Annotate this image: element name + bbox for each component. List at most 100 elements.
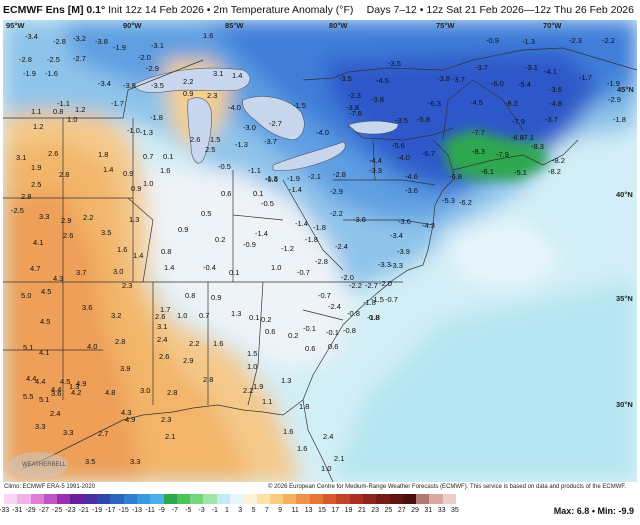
anomaly-value: 0.9 [183,89,194,98]
anomaly-value: -3.8 [123,81,136,90]
anomaly-value: -6.8 [449,172,462,181]
scale-swatch [256,494,271,504]
scale-tick-label: 11 [291,507,299,514]
anomaly-value: 4.4 [26,374,37,383]
anomaly-value: -0.9 [486,36,499,45]
scale-swatch [150,494,165,504]
anomaly-value: 3.1 [157,322,168,331]
anomaly-value: 4.5 [40,317,51,326]
anomaly-value: -3.5 [395,116,408,125]
anomaly-value: -0.8 [343,326,356,335]
anomaly-value: -2.3 [348,91,361,100]
anomaly-value: -0.8 [347,309,360,318]
anomaly-value: 4.4 [35,377,46,386]
anomaly-value: 2.3 [161,415,172,424]
anomaly-value: -1.5 [371,295,384,304]
scale-swatch [57,494,71,504]
anomaly-value: -0.1 [303,324,316,333]
longitude-label: 75°W [436,21,455,30]
model-resolution: 0.1° [86,4,106,16]
anomaly-value: -2.4 [328,302,341,311]
anomaly-value: 4.4 [51,385,62,394]
anomaly-value: 4.1 [33,238,44,247]
anomaly-value: 0.5 [201,209,212,218]
anomaly-value: -3.6 [405,186,418,195]
anomaly-value: -3.9 [397,247,410,256]
anomaly-value: -2.7 [73,54,86,63]
title-left: ECMWF Ens [M] 0.1° Init 12z 14 Feb 2026 … [3,4,354,16]
scale-tick-label: 23 [371,507,380,514]
anomaly-value: 1.5 [247,349,258,358]
anomaly-value: -8.2 [548,167,561,176]
scale-tick-label: -25 [52,507,63,514]
anomaly-value: -3.7 [264,137,277,146]
logo-text: WEATHERBELL [22,462,67,468]
scale-tick-label: 7 [264,507,269,514]
anomaly-value: 1.9 [31,163,42,172]
anomaly-value: -1.8 [150,113,163,122]
anomaly-value: -6.2 [459,198,472,207]
scale-swatch [402,494,417,504]
longitude-label: 90°W [123,21,142,30]
anomaly-value: 1.4 [133,251,144,260]
longitude-label: 85°W [225,21,244,30]
scale-tick-label: -23 [65,507,76,514]
anomaly-value: 0.7 [143,152,154,161]
anomaly-value: -3.8 [95,37,108,46]
model-name: ECMWF Ens [M] [3,4,84,16]
min-label: Min: [597,506,616,516]
anomaly-value: 0.8 [185,291,196,300]
anomaly-value: 3.0 [140,386,151,395]
scale-swatch [30,494,45,504]
anomaly-value: 4.3 [53,274,64,283]
scale-tick-label: -3 [198,507,205,514]
anomaly-value: -1.2 [281,244,294,253]
anomaly-value: -1.7 [111,99,124,108]
scale-tick-label: -17 [105,507,116,514]
anomaly-value: -5.6 [392,141,405,150]
anomaly-value: 2.6 [159,352,170,361]
scale-swatch [323,494,337,504]
anomaly-value: -1.3 [265,174,278,183]
anomaly-value: -2.9 [608,95,621,104]
anomaly-value: 2.5 [205,145,216,154]
anomaly-value: 2.2 [243,386,254,395]
anomaly-value: -4.6 [405,172,418,181]
anomaly-value: 1.8 [299,402,310,411]
anomaly-value: -3.1 [151,41,164,50]
anomaly-value: 1.2 [75,105,86,114]
scale-tick-label: -11 [145,507,155,514]
scale-tick-label: -9 [158,507,165,514]
scale-swatch [362,494,377,504]
scale-tick-label: 1 [225,507,229,514]
anomaly-value: -8.2 [552,156,565,165]
scale-swatch [216,494,231,504]
max-label: Max: [553,506,575,516]
anomaly-value: -2.1 [308,172,321,181]
anomaly-value: -1.5 [293,101,306,110]
scale-swatch [190,494,204,504]
anomaly-value: 2.4 [157,335,168,344]
scale-swatch [442,494,457,504]
anomaly-value: 2.8 [167,388,178,397]
scale-tick-label: -31 [12,507,23,514]
anomaly-value: -2.9 [330,187,343,196]
anomaly-value: -3.5 [388,59,401,68]
scale-tick-label: 19 [344,507,353,514]
anomaly-value: 0.6 [265,327,276,336]
anomaly-value: 0.8 [53,107,64,116]
scale-swatch [269,494,284,504]
anomaly-value: 0.1 [253,189,264,198]
anomaly-value: -2.2 [349,281,362,290]
scale-swatch [429,494,444,504]
anomaly-value: -3.2 [73,34,86,43]
anomaly-value: -3.7 [475,63,488,72]
anomaly-value: -6.8 [511,133,524,142]
anomaly-value: -1.0 [127,126,140,135]
anomaly-value: 1.8 [98,150,109,159]
anomaly-value: -5.8 [417,115,430,124]
anomaly-value: 3.6 [51,389,62,398]
anomaly-value: -2.7 [365,281,378,290]
anomaly-value: 4.3 [121,408,132,417]
anomaly-value: -2.8 [19,55,32,64]
